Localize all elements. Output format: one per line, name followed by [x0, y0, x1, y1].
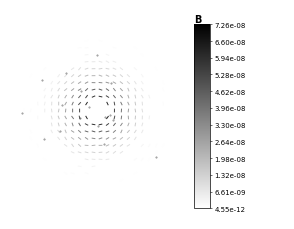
Text: B: B	[194, 14, 201, 25]
